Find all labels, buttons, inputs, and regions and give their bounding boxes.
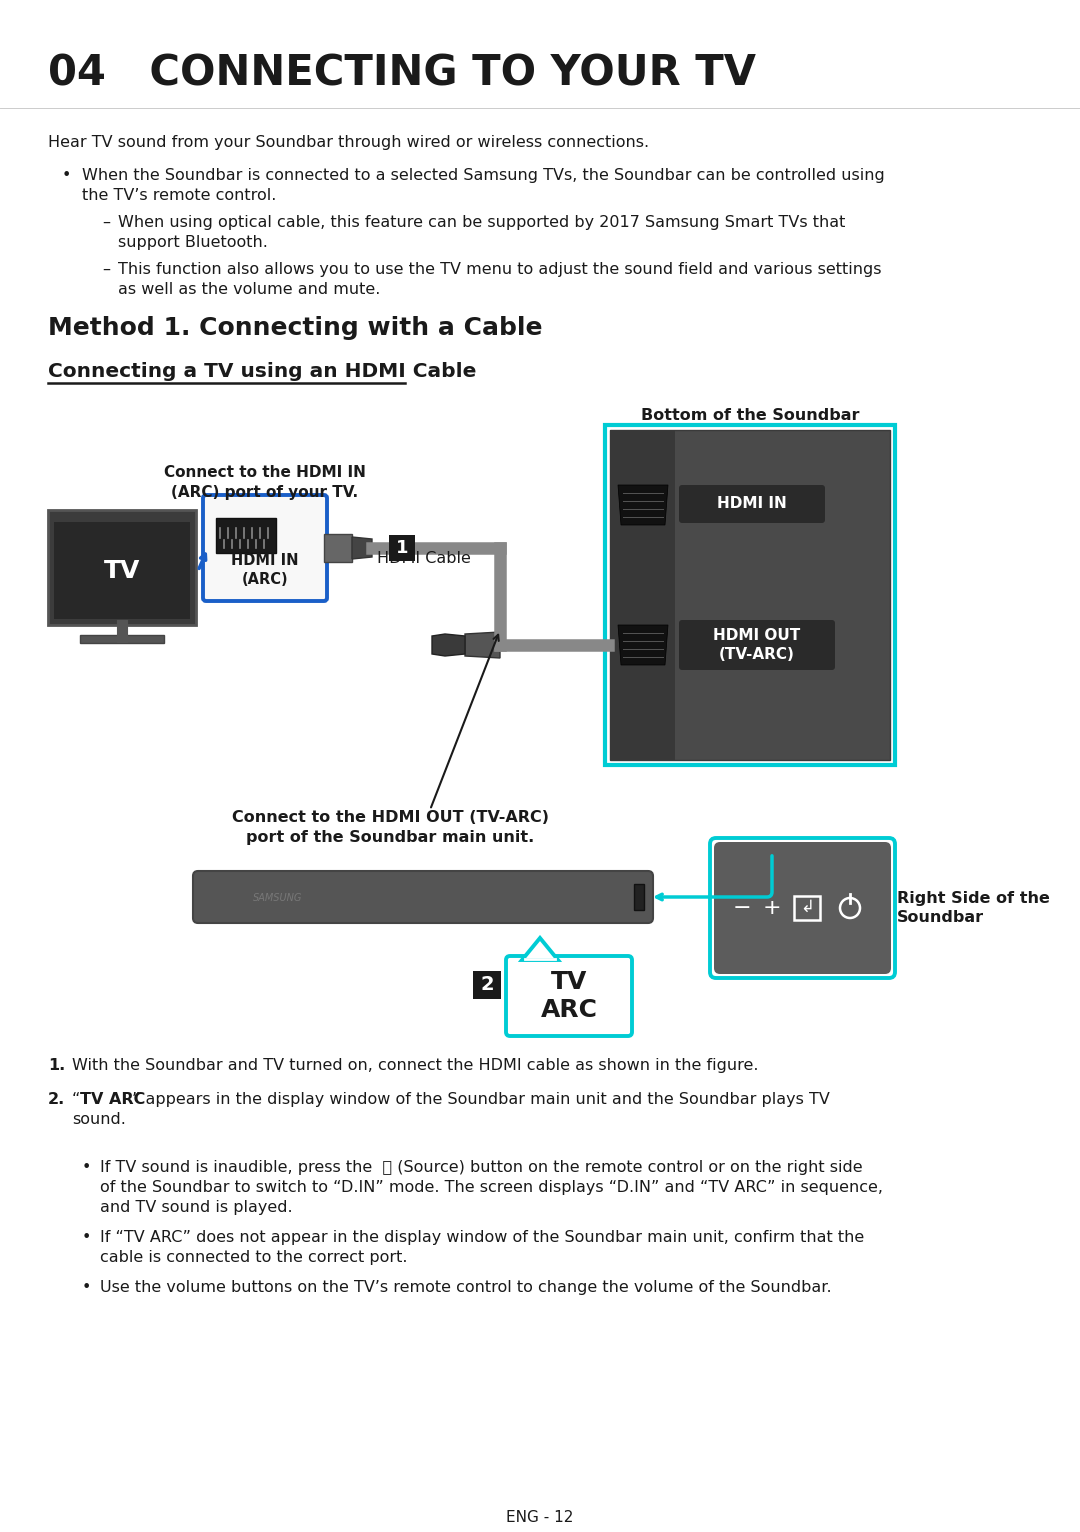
Text: HDMI IN: HDMI IN	[717, 496, 787, 512]
Text: SAMSUNG: SAMSUNG	[254, 893, 302, 902]
Text: TV
ARC: TV ARC	[540, 970, 597, 1022]
Text: •: •	[82, 1230, 92, 1246]
Text: +: +	[762, 898, 781, 918]
Bar	[610, 430, 675, 760]
Text: This function also allows you to use the TV menu to adjust the sound field and v: This function also allows you to use the…	[118, 262, 881, 277]
Text: Right Side of the
Soundbar: Right Side of the Soundbar	[897, 890, 1050, 925]
Text: the TV’s remote control.: the TV’s remote control.	[82, 188, 276, 204]
Text: Use the volume buttons on the TV’s remote control to change the volume of the So: Use the volume buttons on the TV’s remot…	[100, 1281, 832, 1295]
Bar	[216, 518, 276, 553]
Text: Hear TV sound from your Soundbar through wired or wireless connections.: Hear TV sound from your Soundbar through…	[48, 135, 649, 150]
Text: TV: TV	[104, 559, 140, 584]
Text: •: •	[82, 1160, 92, 1175]
Text: 04   CONNECTING TO YOUR TV: 04 CONNECTING TO YOUR TV	[48, 54, 756, 95]
Text: and TV sound is played.: and TV sound is played.	[100, 1200, 293, 1215]
Text: Method 1. Connecting with a Cable: Method 1. Connecting with a Cable	[48, 316, 542, 340]
Polygon shape	[465, 633, 500, 659]
Bar	[610, 430, 890, 760]
Text: Connect to the HDMI OUT (TV-ARC)
port of the Soundbar main unit.: Connect to the HDMI OUT (TV-ARC) port of…	[231, 810, 549, 844]
FancyBboxPatch shape	[679, 620, 835, 669]
Text: •: •	[62, 169, 71, 182]
Text: –: –	[102, 214, 110, 230]
Polygon shape	[618, 486, 669, 525]
FancyBboxPatch shape	[507, 956, 632, 1036]
Text: •: •	[82, 1281, 92, 1295]
Polygon shape	[352, 538, 372, 559]
Text: If TV sound is inaudible, press the  ⧉ (Source) button on the remote control or : If TV sound is inaudible, press the ⧉ (S…	[100, 1160, 863, 1175]
Bar	[48, 510, 195, 625]
Text: TV ARC: TV ARC	[80, 1092, 146, 1108]
Text: HDMI Cable: HDMI Cable	[377, 552, 471, 565]
Text: 2.: 2.	[48, 1092, 65, 1108]
Text: “: “	[72, 1092, 80, 1108]
Text: HDMI IN
(ARC): HDMI IN (ARC)	[231, 553, 299, 587]
Polygon shape	[618, 625, 669, 665]
Bar	[794, 896, 820, 921]
Text: −: −	[732, 898, 752, 918]
Text: support Bluetooth.: support Bluetooth.	[118, 234, 268, 250]
Bar	[389, 535, 415, 561]
Text: –: –	[102, 262, 110, 277]
Text: 1.: 1.	[48, 1059, 65, 1072]
Text: Connecting a TV using an HDMI Cable: Connecting a TV using an HDMI Cable	[48, 362, 476, 381]
FancyBboxPatch shape	[679, 486, 825, 522]
Text: 1: 1	[395, 539, 408, 558]
Bar	[634, 884, 644, 910]
Polygon shape	[432, 634, 465, 656]
Text: When using optical cable, this feature can be supported by 2017 Samsung Smart TV: When using optical cable, this feature c…	[118, 214, 846, 230]
Text: ” appears in the display window of the Soundbar main unit and the Soundbar plays: ” appears in the display window of the S…	[132, 1092, 829, 1108]
Text: ↲: ↲	[800, 898, 814, 916]
Polygon shape	[324, 535, 352, 562]
FancyBboxPatch shape	[714, 843, 891, 974]
Text: ENG - 12: ENG - 12	[507, 1511, 573, 1524]
Text: Bottom of the Soundbar: Bottom of the Soundbar	[640, 408, 860, 423]
Bar	[473, 971, 501, 999]
Polygon shape	[522, 938, 558, 961]
Text: If “TV ARC” does not appear in the display window of the Soundbar main unit, con: If “TV ARC” does not appear in the displ…	[100, 1230, 864, 1246]
Text: With the Soundbar and TV turned on, connect the HDMI cable as shown in the figur: With the Soundbar and TV turned on, conn…	[72, 1059, 758, 1072]
FancyBboxPatch shape	[203, 495, 327, 601]
Text: Connect to the HDMI IN
(ARC) port of your TV.: Connect to the HDMI IN (ARC) port of you…	[164, 466, 366, 499]
Text: HDMI OUT
(TV-ARC): HDMI OUT (TV-ARC)	[714, 628, 800, 662]
Text: of the Soundbar to switch to “D.IN” mode. The screen displays “D.IN” and “TV ARC: of the Soundbar to switch to “D.IN” mode…	[100, 1180, 883, 1195]
Text: 2: 2	[481, 976, 494, 994]
FancyBboxPatch shape	[193, 872, 653, 922]
Text: sound.: sound.	[72, 1112, 126, 1128]
Text: cable is connected to the correct port.: cable is connected to the correct port.	[100, 1250, 407, 1265]
Bar	[80, 634, 164, 643]
Text: as well as the volume and mute.: as well as the volume and mute.	[118, 282, 380, 297]
Bar	[54, 522, 190, 619]
Text: When the Soundbar is connected to a selected Samsung TVs, the Soundbar can be co: When the Soundbar is connected to a sele…	[82, 169, 885, 182]
